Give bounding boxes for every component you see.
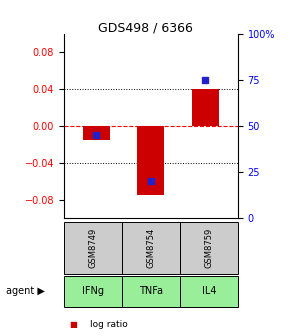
Text: GSM8759: GSM8759	[204, 228, 213, 268]
Text: IL4: IL4	[202, 287, 216, 296]
Text: TNFa: TNFa	[139, 287, 163, 296]
Bar	[192, 89, 219, 126]
Text: IFNg: IFNg	[82, 287, 104, 296]
Bar	[83, 126, 110, 140]
Text: GDS498 / 6366: GDS498 / 6366	[97, 22, 193, 35]
Text: GSM8749: GSM8749	[88, 228, 97, 268]
Text: log ratio: log ratio	[90, 320, 128, 329]
Text: ■: ■	[70, 320, 77, 329]
Text: agent ▶: agent ▶	[6, 287, 45, 296]
Text: GSM8754: GSM8754	[146, 228, 155, 268]
Bar	[137, 126, 164, 195]
